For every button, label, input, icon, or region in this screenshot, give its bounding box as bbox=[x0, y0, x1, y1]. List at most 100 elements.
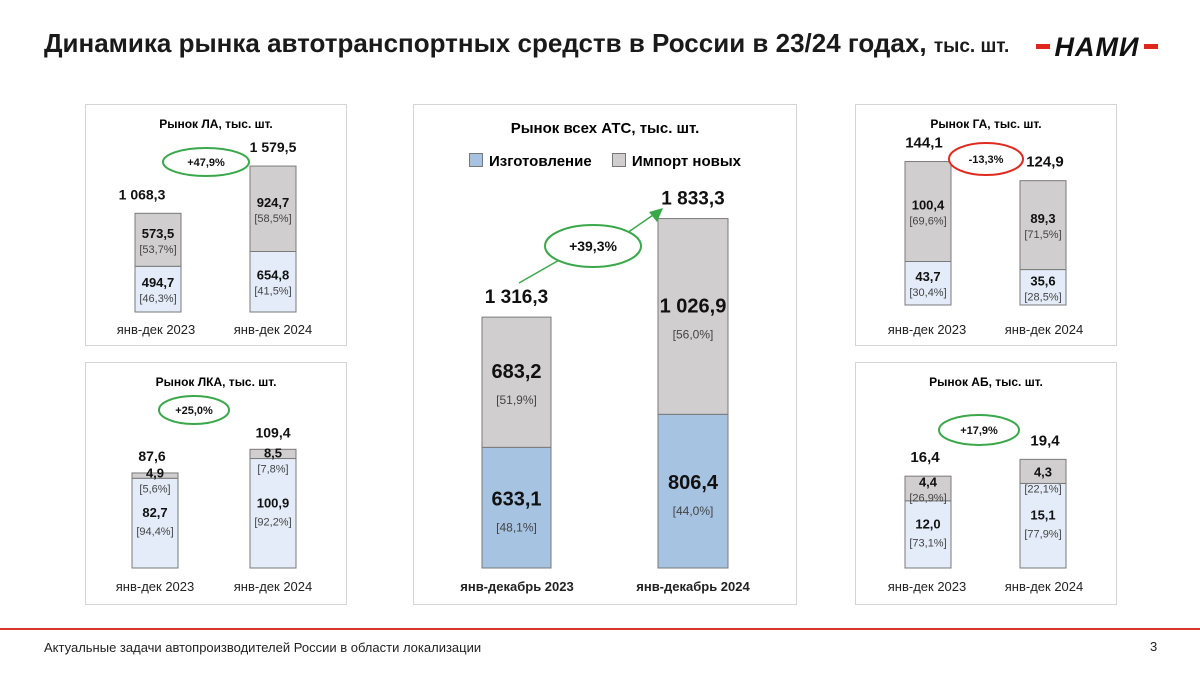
total-label: 16,4 bbox=[910, 449, 940, 466]
share-label-import: [53,7%] bbox=[139, 244, 176, 256]
bar-import bbox=[657, 218, 729, 415]
data-label-import: 8,5 bbox=[264, 446, 282, 461]
tick-label: янв-дек 2024 bbox=[1005, 322, 1084, 337]
data-label-production: 15,1 bbox=[1030, 508, 1055, 523]
decline-oval bbox=[948, 142, 1024, 176]
panel-la: Рынок ЛА, тыс. шт. 494,7 [46,3%] 573,5 [53,… bbox=[85, 104, 347, 346]
page-title: Динамика рынка автотранспортных средств … bbox=[44, 28, 1010, 58]
legend-label: Изготовление bbox=[488, 153, 592, 170]
panel-title: Рынок АБ, тыс. шт. bbox=[929, 375, 1043, 389]
bar-production bbox=[481, 446, 552, 569]
share-label-production: [92,2%] bbox=[254, 516, 291, 528]
legend-swatch-production bbox=[468, 153, 483, 167]
bar-import bbox=[1019, 180, 1067, 271]
bar-production bbox=[904, 260, 952, 306]
share-label-production: [73,1%] bbox=[909, 537, 946, 549]
footer-divider bbox=[0, 628, 1200, 630]
data-label-production: 494,7 bbox=[142, 275, 175, 290]
data-label-production: 12,0 bbox=[915, 516, 940, 531]
panel-title: Рынок ГА, тыс. шт. bbox=[930, 117, 1042, 131]
total-label: 124,9 bbox=[1026, 154, 1064, 171]
panel-ab: Рынок АБ, тыс. шт. 12,0 [73,1%] 4,4 [26,9%]… bbox=[855, 362, 1117, 605]
data-label-import: 573,5 bbox=[142, 226, 175, 241]
tick-label: янв-декабрь 2023 bbox=[460, 579, 573, 594]
data-label-production: 654,8 bbox=[257, 268, 290, 283]
bar-production bbox=[1019, 269, 1067, 306]
total-label: 1 833,3 bbox=[661, 189, 724, 210]
tick-label: янв-дек 2024 bbox=[234, 579, 313, 594]
legend: Изготовление Импорт новых bbox=[414, 153, 796, 170]
bar-import bbox=[134, 212, 182, 267]
total-label: 1 068,3 bbox=[119, 186, 166, 202]
growth-arrow-line bbox=[518, 212, 657, 284]
total-label: 1 316,3 bbox=[485, 287, 548, 308]
share-label-import: [26,9%] bbox=[909, 492, 946, 504]
tick-label: янв-дек 2023 bbox=[117, 322, 196, 337]
share-label-import: [56,0%] bbox=[673, 327, 714, 341]
tick-label: янв-дек 2023 bbox=[888, 322, 967, 337]
data-label-import: 924,7 bbox=[257, 195, 290, 210]
nami-logo: НАМИ bbox=[1036, 32, 1158, 62]
share-label-import: [7,8%] bbox=[257, 464, 288, 476]
tick-label: янв-дек 2023 bbox=[116, 579, 195, 594]
share-label-import: [51,9%] bbox=[496, 393, 537, 407]
page-number: 3 bbox=[1150, 639, 1158, 654]
growth-oval bbox=[158, 395, 230, 425]
legend-swatch-import bbox=[611, 153, 626, 167]
bar-production bbox=[1019, 482, 1067, 569]
growth-oval bbox=[162, 147, 250, 177]
bar-import bbox=[131, 472, 179, 479]
chart-la: 494,7 [46,3%] 573,5 [53,7%] 1 068,3 янв-дек 2… bbox=[117, 139, 313, 337]
data-label-production: 43,7 bbox=[915, 269, 940, 284]
growth-oval bbox=[938, 414, 1020, 446]
bar-import bbox=[904, 475, 952, 502]
bar-production bbox=[904, 500, 952, 569]
legend-item-production: Изготовление bbox=[468, 153, 592, 170]
logo-text: НАМИ bbox=[1054, 32, 1140, 62]
share-label-import: [58,5%] bbox=[254, 213, 291, 225]
bar-import bbox=[249, 448, 297, 460]
bar-import bbox=[904, 161, 952, 262]
bar-import bbox=[1019, 458, 1067, 484]
logo-dash-right bbox=[1144, 44, 1158, 49]
tick-label: янв-декабрь 2024 bbox=[636, 579, 750, 594]
bar-production bbox=[249, 250, 297, 313]
data-label-import: 89,3 bbox=[1030, 211, 1055, 226]
total-label: 109,4 bbox=[255, 424, 290, 440]
chart-ats: 633,1 [48,1%] 683,2 [51,9%] 1 316,3 янв-декаб… bbox=[460, 189, 750, 594]
tick-label: янв-дек 2024 bbox=[234, 322, 313, 337]
chart-ab: 12,0 [73,1%] 4,4 [26,9%] 16,4 янв-дек 2023 15,… bbox=[888, 414, 1084, 594]
data-label-import: 683,2 bbox=[491, 361, 541, 383]
tick-label: янв-дек 2024 bbox=[1005, 579, 1084, 594]
data-label-production: 35,6 bbox=[1030, 273, 1055, 288]
share-label-production: [94,4%] bbox=[136, 526, 173, 538]
share-label-production: [30,4%] bbox=[909, 287, 946, 299]
share-label-production: [77,9%] bbox=[1024, 529, 1061, 541]
chart-ga: 43,7 [30,4%] 100,4 [69,6%] 144,1 янв-дек 2023… bbox=[888, 135, 1084, 337]
share-label-production: [46,3%] bbox=[139, 293, 176, 305]
bar-production bbox=[131, 477, 179, 569]
growth-oval bbox=[544, 224, 642, 268]
panel-title: Рынок ЛА, тыс. шт. bbox=[159, 117, 273, 131]
change-label: +39,3% bbox=[569, 238, 617, 254]
share-label-production: [48,1%] bbox=[496, 521, 537, 535]
share-label-production: [44,0%] bbox=[673, 504, 714, 518]
data-label-production: 82,7 bbox=[142, 505, 167, 520]
share-label-production: [28,5%] bbox=[1024, 291, 1061, 303]
tick-label: янв-дек 2023 bbox=[888, 579, 967, 594]
legend-item-import: Импорт новых bbox=[611, 153, 741, 170]
data-label-import: 100,4 bbox=[912, 198, 945, 213]
share-label-import: [69,6%] bbox=[909, 216, 946, 228]
panel-title: Рынок всех АТС, тыс. шт. bbox=[510, 120, 700, 137]
total-label: 1 579,5 bbox=[250, 139, 297, 155]
data-label-production: 100,9 bbox=[257, 495, 290, 510]
total-label: 19,4 bbox=[1030, 432, 1060, 449]
change-label: -13,3% bbox=[969, 154, 1004, 166]
share-label-import: [71,5%] bbox=[1024, 229, 1061, 241]
chart-lka: 82,7 [94,4%] 4,9 [5,6%] 87,6 янв-дек 2023 100,… bbox=[116, 395, 313, 594]
data-label-production: 633,1 bbox=[491, 489, 541, 511]
panel-lka: Рынок ЛКА, тыс. шт. 82,7 [94,4%] 4,9 [5,6%]… bbox=[85, 362, 347, 605]
logo-dash-left bbox=[1036, 44, 1050, 49]
change-label: +47,9% bbox=[187, 157, 225, 169]
share-label-production: [41,5%] bbox=[254, 286, 291, 298]
